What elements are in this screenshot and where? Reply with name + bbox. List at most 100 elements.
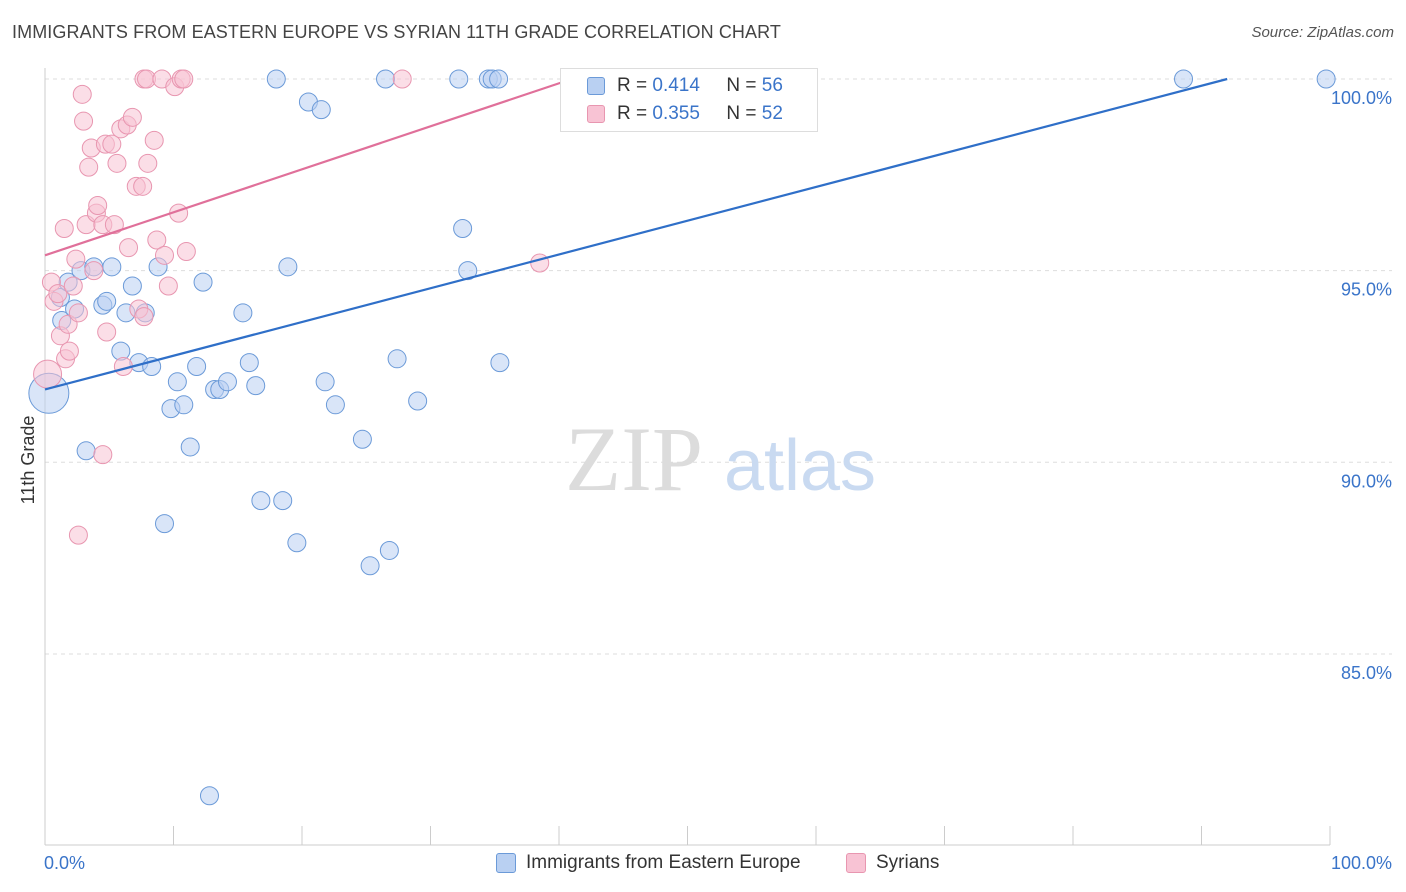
point-syrians — [144, 130, 164, 150]
series-legend: Immigrants from Eastern Europe Syrians — [0, 852, 1406, 878]
stats-legend: R = 0.414 N = 56 R = 0.355 N = 52 — [560, 68, 818, 132]
series-legend-syrians[interactable]: Syrians — [846, 852, 939, 874]
point-syrians — [79, 157, 99, 177]
series-swatch-blue — [496, 853, 516, 873]
point-eastern-europe — [174, 395, 194, 415]
point-syrians — [93, 445, 113, 465]
point-syrians — [147, 230, 167, 250]
legend-r-value: 0.414 — [652, 75, 700, 96]
point-eastern-europe — [315, 372, 335, 392]
tick-labels: 85.0% 90.0% 95.0% 100.0% 0.0% 100.0% — [44, 88, 1392, 873]
legend-r-value: 0.355 — [652, 103, 700, 124]
point-syrians — [33, 359, 63, 389]
point-syrians — [72, 84, 92, 104]
point-syrians — [174, 69, 194, 89]
point-eastern-europe — [97, 291, 117, 311]
point-eastern-europe — [287, 533, 307, 553]
series-swatch-pink — [846, 853, 866, 873]
point-eastern-europe — [193, 272, 213, 292]
point-syrians — [155, 245, 175, 265]
point-eastern-europe — [311, 100, 331, 120]
point-syrians — [119, 238, 139, 258]
point-eastern-europe — [246, 376, 266, 396]
points — [28, 69, 1336, 806]
point-syrians — [74, 111, 94, 131]
y-tick-label: 100.0% — [1331, 88, 1392, 108]
legend-n-label: N = — [726, 75, 757, 96]
point-syrians — [176, 241, 196, 261]
watermark-atlas: atlas — [724, 426, 876, 506]
point-eastern-europe — [273, 491, 293, 511]
point-eastern-europe — [453, 218, 473, 238]
legend-swatch-blue — [587, 77, 605, 95]
point-syrians — [59, 341, 79, 361]
point-eastern-europe — [122, 276, 142, 296]
point-eastern-europe — [251, 491, 271, 511]
point-eastern-europe — [360, 556, 380, 576]
point-eastern-europe — [187, 356, 207, 376]
point-eastern-europe — [1174, 69, 1194, 89]
point-syrians — [158, 276, 178, 296]
legend-row-syrians: R = 0.355 N = 52 — [587, 102, 783, 126]
axes — [44, 68, 1331, 846]
point-eastern-europe — [155, 514, 175, 534]
point-syrians — [63, 276, 83, 296]
legend-n-value: 56 — [761, 75, 783, 96]
series-legend-eastern-europe[interactable]: Immigrants from Eastern Europe — [496, 852, 801, 874]
point-syrians — [104, 215, 124, 235]
legend-n-value: 52 — [761, 103, 783, 124]
legend-n-label: N = — [726, 103, 757, 124]
point-eastern-europe — [266, 69, 286, 89]
point-syrians — [138, 153, 158, 173]
point-eastern-europe — [352, 429, 372, 449]
point-eastern-europe — [449, 69, 469, 89]
point-eastern-europe — [1316, 69, 1336, 89]
point-syrians — [48, 284, 68, 304]
point-eastern-europe — [167, 372, 187, 392]
watermark: ZIP atlas — [565, 408, 876, 510]
point-eastern-europe — [325, 395, 345, 415]
point-eastern-europe — [376, 69, 396, 89]
legend-r-label: R = — [617, 103, 648, 124]
x-tick-label-max: 100.0% — [1331, 853, 1392, 873]
point-eastern-europe — [239, 353, 259, 373]
trend-line-syrians — [44, 77, 573, 257]
point-syrians — [54, 218, 74, 238]
point-syrians — [66, 249, 86, 269]
series-label-eastern-europe: Immigrants from Eastern Europe — [526, 852, 801, 873]
point-eastern-europe — [180, 437, 200, 457]
point-eastern-europe — [458, 261, 478, 281]
point-eastern-europe — [217, 372, 237, 392]
point-syrians — [122, 107, 142, 127]
x-tick-label-min: 0.0% — [44, 853, 85, 873]
point-eastern-europe — [199, 786, 219, 806]
point-syrians — [134, 307, 154, 327]
trend-lines — [44, 77, 1228, 391]
point-eastern-europe — [387, 349, 407, 369]
point-eastern-europe — [233, 303, 253, 323]
y-axis-label: 11th Grade — [18, 416, 38, 505]
point-syrians — [133, 176, 153, 196]
point-eastern-europe — [278, 257, 298, 277]
point-syrians — [530, 253, 550, 273]
point-syrians — [97, 322, 117, 342]
legend-row-eastern-europe: R = 0.414 N = 56 — [587, 74, 783, 98]
point-eastern-europe — [76, 441, 96, 461]
series-label-syrians: Syrians — [876, 852, 940, 873]
y-tick-label: 95.0% — [1341, 280, 1392, 300]
chart-title: IMMIGRANTS FROM EASTERN EUROPE VS SYRIAN… — [12, 22, 781, 42]
point-eastern-europe — [102, 257, 122, 277]
y-tick-label: 85.0% — [1341, 663, 1392, 683]
legend-swatch-pink — [587, 105, 605, 123]
point-eastern-europe — [490, 353, 510, 373]
point-eastern-europe — [489, 69, 509, 89]
watermark-zip: ZIP — [565, 408, 703, 510]
legend-r-label: R = — [617, 75, 648, 96]
point-syrians — [88, 195, 108, 215]
point-eastern-europe — [379, 540, 399, 560]
point-eastern-europe — [408, 391, 428, 411]
point-syrians — [392, 69, 412, 89]
chart-source: Source: ZipAtlas.com — [1251, 24, 1394, 41]
point-syrians — [107, 153, 127, 173]
